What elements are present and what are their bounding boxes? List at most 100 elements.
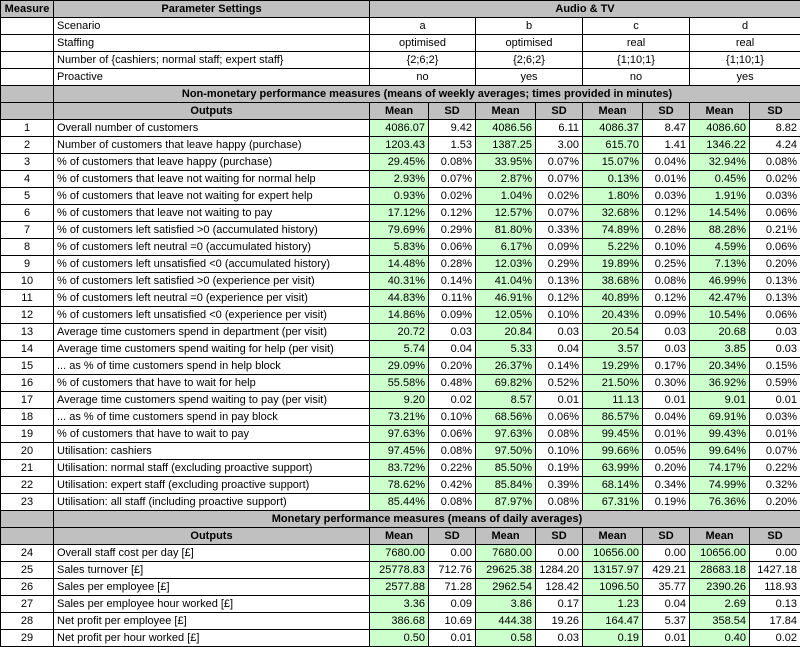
param-value: real	[688, 34, 800, 52]
sd-value: 0.07%	[535, 204, 583, 222]
sd-value: 0.07%	[748, 442, 800, 460]
sd-value: 1284.20	[535, 561, 583, 579]
mean-value: 85.44%	[369, 493, 429, 511]
measure-number: 1	[0, 119, 54, 137]
mean-value: 1096.50	[582, 578, 643, 596]
sd-value: 0.39%	[535, 476, 583, 494]
sd-value: 0.03	[748, 340, 800, 358]
sd-value: 429.21	[642, 561, 690, 579]
output-label: % of customers that have to wait for hel…	[53, 374, 370, 392]
output-label: Net profit per hour worked [£]	[53, 629, 370, 647]
sd-value: 0.03%	[748, 187, 800, 205]
mean-value: 68.14%	[582, 476, 643, 494]
sd-value: 0.12%	[642, 204, 690, 222]
sd-value: 0.09%	[642, 306, 690, 324]
mean-value: 29.45%	[369, 153, 429, 171]
param-value: yes	[475, 68, 583, 86]
sd-value: 0.00	[642, 544, 690, 562]
sd-value: 0.12%	[535, 289, 583, 307]
column-header-blank	[0, 527, 54, 545]
measure-number: 14	[0, 340, 54, 358]
mean-value: 38.68%	[582, 272, 643, 290]
measure-number: 28	[0, 612, 54, 630]
mean-value: 32.68%	[582, 204, 643, 222]
mean-value: 10.54%	[689, 306, 750, 324]
sd-value: 3.00	[535, 136, 583, 154]
output-label: % of customers that leave not waiting fo…	[53, 187, 370, 205]
mean-value: 97.63%	[475, 425, 536, 443]
sd-value: 0.52%	[535, 374, 583, 392]
output-label: % of customers that leave not waiting fo…	[53, 170, 370, 188]
measure-number: 12	[0, 306, 54, 324]
table-row: 19% of customers that have to wait to pa…	[0, 425, 800, 443]
section-title: Non-monetary performance measures (means…	[52, 85, 800, 103]
mean-value: 85.50%	[475, 459, 536, 477]
table-row: 23 Utilisation: all staff (including proa…	[0, 493, 800, 511]
sd-header: SD	[428, 527, 476, 545]
mean-value: 3.57	[582, 340, 643, 358]
param-blank	[0, 51, 54, 69]
mean-value: 25778.83	[369, 561, 429, 579]
measure-number: 17	[0, 391, 54, 409]
sd-value: 128.42	[535, 578, 583, 596]
sd-value: 0.03%	[642, 187, 690, 205]
mean-header: Mean	[582, 102, 643, 120]
mean-value: 1.80%	[582, 187, 643, 205]
measure-number: 24	[0, 544, 54, 562]
mean-value: 87.97%	[475, 493, 536, 511]
mean-value: 19.89%	[582, 255, 643, 273]
measure-number: 18	[0, 408, 54, 426]
sd-value: 0.09%	[535, 238, 583, 256]
table-row: 7% of customers left satisfied >0 (accum…	[0, 221, 800, 239]
param-value: optimised	[475, 34, 583, 52]
mean-value: 19.29%	[582, 357, 643, 375]
mean-value: 4086.37	[582, 119, 643, 137]
mean-value: 85.84%	[475, 476, 536, 494]
section-title-blank	[0, 85, 54, 103]
measure-number: 7	[0, 221, 54, 239]
sd-value: 0.12%	[642, 289, 690, 307]
mean-value: 3.36	[369, 595, 429, 613]
mean-value: 2577.88	[369, 578, 429, 596]
mean-value: 20.34%	[689, 357, 750, 375]
table-row: 24 Overall staff cost per day [£] 7680.00 0…	[0, 544, 800, 562]
mean-value: 20.54	[582, 323, 643, 341]
param-value: c	[582, 17, 690, 35]
mean-value: 5.33	[475, 340, 536, 358]
audio-tv-header: Audio & TV	[368, 0, 800, 18]
table-row: 14 Average time customers spend waiting f…	[0, 340, 800, 358]
outputs-header: Outputs	[53, 527, 370, 545]
mean-value: 4086.07	[369, 119, 429, 137]
mean-value: 74.99%	[689, 476, 750, 494]
sd-value: 0.10%	[642, 238, 690, 256]
parameters-block: Scenario a b c d Staffing optimised optimised re…	[0, 17, 800, 86]
sd-value: 0.13	[748, 595, 800, 613]
measure-number: 23	[0, 493, 54, 511]
mean-value: 7680.00	[475, 544, 536, 562]
mean-header: Mean	[369, 527, 429, 545]
section-title-row: Non-monetary performance measures (means…	[0, 85, 800, 103]
sd-value: 8.82	[748, 119, 800, 137]
param-label: Number of {cashiers; normal staff; exper…	[53, 51, 370, 69]
mean-value: 2.87%	[475, 170, 536, 188]
param-value: yes	[688, 68, 800, 86]
mean-value: 74.17%	[689, 459, 750, 477]
mean-value: 444.38	[475, 612, 536, 630]
mean-value: 2.69	[689, 595, 750, 613]
mean-value: 86.57%	[582, 408, 643, 426]
mean-value: 11.13	[582, 391, 643, 409]
table-row: 3% of customers that leave happy (purcha…	[0, 153, 800, 171]
mean-value: 99.43%	[689, 425, 750, 443]
mean-value: 69.91%	[689, 408, 750, 426]
measure-number: 11	[0, 289, 54, 307]
output-label: Number of customers that leave happy (pu…	[53, 136, 370, 154]
sd-value: 0.00	[535, 544, 583, 562]
mean-value: 0.93%	[369, 187, 429, 205]
output-label: Average time customers spend waiting for…	[53, 340, 370, 358]
mean-value: 81.80%	[475, 221, 536, 239]
header-row: Measure Parameter Settings Audio & TV	[0, 0, 800, 18]
table-row: 12% of customers left unsatisfied <0 (ex…	[0, 306, 800, 324]
sd-value: 0.01	[428, 629, 476, 647]
param-value: no	[369, 68, 476, 86]
